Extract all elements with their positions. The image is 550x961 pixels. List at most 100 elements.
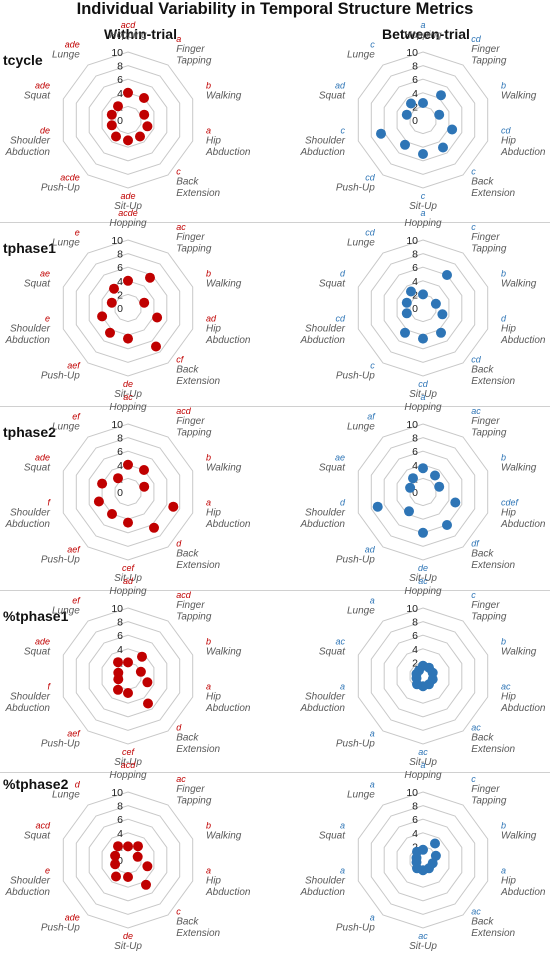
significance-letters: a [501,866,506,876]
significance-letters: cdef [501,498,520,508]
axis-label: Abduction [500,519,546,530]
significance-letters: a [420,392,425,402]
tick-label: 6 [117,630,123,642]
radar-chart-tcycle-within: 0246810HoppingacdFingerTappingaWalkingbH… [5,20,251,212]
radar-chart-pct-tphase2-between: 0246810HoppingaFingerTappingcWalkingbHip… [300,760,546,952]
significance-letters: c [471,774,476,784]
significance-letters: ac [471,723,481,733]
significance-letters: de [123,379,133,389]
axis-label: Shoulder [305,324,346,335]
axis-label: Hip [206,692,221,703]
data-point [434,481,445,492]
data-point [142,861,153,872]
significance-letters: b [206,453,211,463]
data-point [123,87,133,98]
axis-label: Abduction [205,335,251,346]
data-point [442,270,452,280]
significance-letters: a [420,20,425,30]
axis-label: Sit-Up [114,573,142,584]
significance-letters: cd [501,126,512,136]
axis-label: Back [471,917,494,928]
axis-label: Walking [206,647,242,658]
significance-letters: aef [67,728,81,738]
axis-label: Lunge [52,238,80,249]
radar-chart-tphase2-within: 0246810HoppingacFingerTappingacdWalkingb… [5,392,251,584]
row-label-pct-tphase2: %tphase2 [3,776,69,792]
axis-label: Lunge [52,50,80,61]
axis-label: Abduction [300,703,346,714]
grid-ring [370,437,476,547]
data-point [137,651,147,662]
grid-ring [88,78,168,162]
axis-label: Walking [206,463,242,474]
radar-chart-pct-tphase1-within: 0246810HoppingadFingerTappingacdWalkingb… [5,576,251,768]
grid-ring [370,253,476,363]
data-point [97,478,108,489]
data-point [135,131,145,142]
axis-label: Hopping [109,770,147,781]
significance-letters: ac [471,406,481,416]
radar-chart-tphase2-between: 0246810HoppingaFingerTappingacWalkingbHi… [300,392,546,584]
axis-label: Walking [501,647,537,658]
axis-label: Abduction [300,887,346,898]
significance-letters: a [370,780,375,790]
axis-label: Walking [501,463,537,474]
data-point [111,871,121,882]
axis-label: Finger [176,416,205,427]
tick-label: 2 [412,657,418,669]
axis-label: Push-Up [41,738,80,749]
data-point [133,841,143,852]
axis-label: Squat [319,831,346,842]
tick-label: 2 [412,101,418,113]
data-point [123,275,133,286]
radar-chart-tphase1-within: 0246810HoppingacdeFingerTappingacWalking… [5,208,251,400]
significance-letters: ae [335,453,345,463]
tick-label: 10 [406,419,418,431]
axis-label: Abduction [300,519,346,530]
data-point [436,327,446,338]
axis-label: Tapping [176,611,212,622]
axis-label: Hopping [109,30,147,41]
tick-label: 2 [117,289,123,301]
significance-letters: a [206,126,211,136]
significance-letters: acd [121,20,137,30]
grid-ring [88,818,168,902]
data-point [401,297,412,308]
axis-label: Back [176,549,199,560]
significance-letters: c [370,360,375,370]
data-point [113,473,123,484]
tick-label: 0 [412,115,418,127]
data-point [438,142,448,153]
significance-letters: acd [176,590,192,600]
axis-label: Hopping [109,402,147,413]
significance-letters: f [47,498,51,508]
significance-letters: cef [122,747,136,757]
significance-letters: e [45,866,50,876]
radar-chart-tphase1-between: 0246810HoppingaFingerTappingcWalkingbHip… [300,208,546,400]
significance-letters: aef [67,360,81,370]
grid-ring [75,65,181,175]
data-point [139,465,149,475]
data-point [132,851,143,862]
data-point [404,506,414,517]
grid-ring [383,634,463,718]
significance-letters: acd [121,760,137,770]
significance-letters: cd [365,228,376,238]
grid-ring [101,648,155,704]
axis-label: Extension [176,560,220,571]
grid-ring [396,92,450,148]
axis-label: Hopping [404,770,442,781]
data-point [376,128,386,139]
significance-letters: d [176,539,182,549]
axis-label: Finger [471,232,500,243]
grid-ring [75,253,181,363]
significance-letters: c [421,191,426,201]
significance-letters: b [501,81,506,91]
grid-ring [396,648,450,704]
grid-ring [396,464,450,520]
tick-label: 6 [117,74,123,86]
significance-letters: f [47,682,51,692]
significance-letters: ef [72,412,81,422]
significance-letters: a [206,498,211,508]
